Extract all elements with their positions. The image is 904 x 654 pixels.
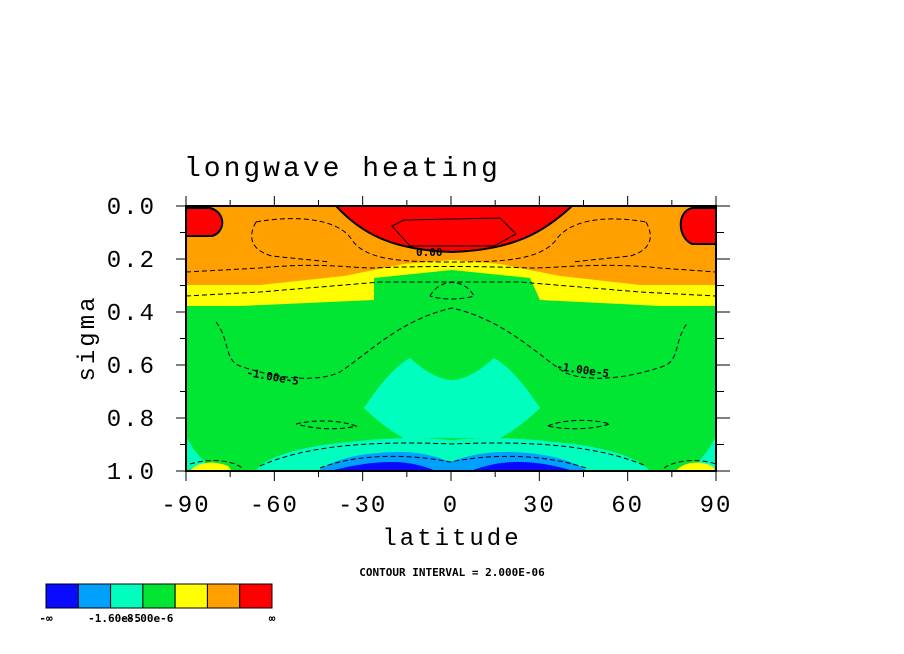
colorbar-label: -∞ xyxy=(39,612,53,625)
y-axis: 0.0 0.2 0.4 0.6 0.8 1.0 xyxy=(107,195,730,487)
x-axis-label: latitude xyxy=(382,526,521,553)
contour-line xyxy=(251,221,331,263)
contour-lines xyxy=(186,217,716,469)
contour-line xyxy=(391,217,517,247)
contour-line xyxy=(255,218,647,263)
x-tick-label: -30 xyxy=(338,493,387,520)
fill-blue-lower xyxy=(330,462,574,471)
colorbar-swatch xyxy=(174,583,208,609)
colorbar-swatch xyxy=(77,583,112,609)
contour-line xyxy=(259,442,647,467)
colorbar-swatch xyxy=(206,583,241,609)
x-axis: -90 -60 -30 0 30 60 90 xyxy=(161,196,733,520)
y-tick-label: 0.2 xyxy=(107,248,156,275)
contour-interval-footer: CONTOUR INTERVAL = 2.000E-06 xyxy=(359,566,545,579)
colorbar-labels: -∞ -1.60e-5-8.00e-6 ∞ xyxy=(39,612,275,625)
contour-line xyxy=(186,281,716,297)
fill-teal-left-edge xyxy=(186,436,206,471)
x-tick-label: 30 xyxy=(523,493,556,520)
y-tick-label: 0.0 xyxy=(107,195,156,222)
fill-yellow-corner-right xyxy=(676,462,716,471)
contour-fills xyxy=(186,206,716,471)
contour-line xyxy=(571,221,651,263)
contour-line xyxy=(663,460,716,469)
fill-red-right xyxy=(679,207,716,245)
y-tick-label: 0.8 xyxy=(107,407,156,434)
fill-red-cap xyxy=(334,206,574,254)
contour-line xyxy=(189,460,243,469)
fill-teal-center xyxy=(364,358,540,438)
contour-line xyxy=(215,307,689,379)
x-tick-label: 0 xyxy=(443,493,459,520)
chart-title: longwave heating xyxy=(184,154,501,185)
fill-red-left xyxy=(186,207,224,237)
contour-line xyxy=(295,420,358,430)
colorbar-label: -8.00e-6 xyxy=(120,612,173,625)
colorbar-swatch xyxy=(45,583,79,609)
colorbar-swatch xyxy=(142,583,176,609)
y-tick-label: 0.6 xyxy=(107,354,156,381)
x-tick-label: 90 xyxy=(700,493,733,520)
colorbar xyxy=(45,583,273,609)
y-tick-label: 1.0 xyxy=(107,460,156,487)
contour-line xyxy=(319,455,587,469)
colorbar-swatch xyxy=(239,583,273,609)
x-tick-label: 60 xyxy=(611,493,644,520)
colorbar-label: ∞ xyxy=(269,612,276,625)
fill-yellow-corner-left xyxy=(190,462,232,471)
colorbar-label: -1.60e-5 xyxy=(88,612,141,625)
x-tick-label: -90 xyxy=(161,493,210,520)
x-tick-label: -60 xyxy=(250,493,299,520)
colorbar-swatch xyxy=(110,583,144,609)
contour-label: 0.00 xyxy=(416,246,443,259)
contour-line xyxy=(547,419,612,430)
y-axis-label: sigma xyxy=(75,294,102,381)
y-tick-label: 0.4 xyxy=(107,301,156,328)
